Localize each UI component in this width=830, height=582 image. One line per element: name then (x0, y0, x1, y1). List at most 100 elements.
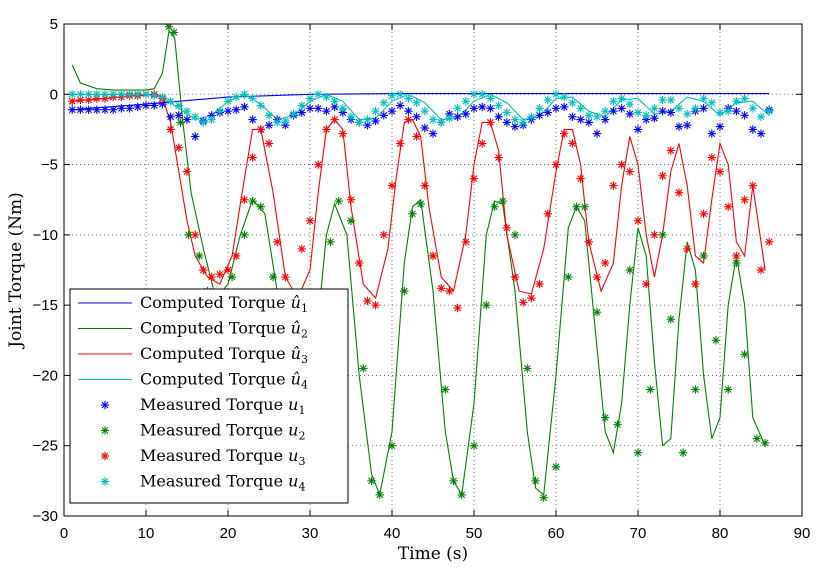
measured-torque-point (683, 109, 692, 119)
measured-torque-point (601, 258, 610, 268)
measured-torque-point (141, 101, 151, 110)
measured-torque-point (666, 108, 675, 117)
measured-torque-point (248, 196, 257, 206)
measured-torque-point (748, 181, 757, 190)
axes-frame (63, 23, 803, 517)
measured-torque-point (572, 202, 581, 211)
measured-torque-point (576, 104, 585, 113)
measured-torque-point (551, 104, 561, 113)
measured-torque-point (109, 105, 118, 114)
measured-torque-point (346, 195, 356, 204)
measured-torque-point (191, 112, 200, 121)
measured-torque-point (699, 251, 708, 261)
measured-torque-point (125, 104, 134, 113)
measured-torque-point (420, 181, 429, 190)
x-tick-label: 80 (712, 525, 729, 542)
measured-torque-point (166, 97, 175, 106)
measured-torque-point (683, 121, 692, 130)
measured-torque-point (601, 106, 610, 116)
measured-torque-point (625, 265, 634, 275)
measured-torque-point (412, 132, 421, 141)
measured-torque-point (707, 98, 716, 107)
measured-torque-point (338, 104, 347, 113)
y-tick-label: −5 (41, 157, 58, 174)
measured-torque-point (387, 181, 397, 190)
x-axis-label: Time (s) (398, 544, 468, 564)
measured-torque-point (478, 139, 487, 148)
measured-torque-point (92, 105, 101, 114)
measured-torque-point (732, 251, 741, 261)
measured-torque-point (150, 101, 159, 110)
measured-torque-point (223, 97, 233, 106)
measured-torque-point (601, 115, 610, 124)
legend-entry: Measured Torque u3 (100, 446, 305, 468)
measured-torque-point (363, 296, 372, 306)
measured-torque-point (371, 106, 380, 116)
measured-torque-point (715, 122, 725, 131)
measured-torque-point (334, 196, 343, 206)
x-tick-label: 40 (384, 525, 401, 542)
measured-torque-point (256, 125, 265, 134)
legend-entry: Measured Torque u4 (100, 472, 305, 494)
measured-torque-point (691, 279, 700, 289)
measured-torque-point (539, 493, 548, 502)
legend-label: Measured Torque u1 (140, 395, 305, 417)
measured-torque-point (322, 106, 331, 116)
measured-torque-point (100, 105, 110, 114)
measured-torque-point (469, 441, 479, 450)
measured-torque-point (387, 91, 397, 100)
measured-torque-point (683, 244, 692, 254)
measured-torque-point (486, 94, 495, 103)
measured-torque-point (158, 92, 167, 102)
measured-torque-point (732, 258, 741, 268)
measured-torque-point (691, 385, 700, 394)
measured-torque-point (461, 109, 470, 119)
legend-label: Measured Torque u3 (140, 446, 305, 468)
measured-torque-point (182, 106, 192, 116)
measured-torque-point (482, 300, 491, 310)
measured-torque-point (543, 209, 552, 218)
x-tick-label: 0 (60, 525, 68, 542)
measured-torque-point (498, 196, 507, 206)
measured-torque-point (297, 101, 306, 110)
measured-torque-point (68, 97, 77, 106)
legend-entry: Computed Torque û1 (78, 293, 308, 315)
measured-torque-point (560, 102, 569, 112)
measured-torque-point (535, 104, 544, 113)
measured-torque-point (658, 106, 667, 116)
measured-torque-point (207, 115, 216, 124)
measured-torque-point (396, 139, 405, 148)
measured-torque-point (191, 230, 200, 240)
measured-torque-point (215, 270, 224, 279)
measured-torque-point (494, 112, 503, 121)
measured-torque-point (461, 97, 470, 106)
measured-torque-point (449, 476, 458, 486)
measured-torque-point (314, 104, 323, 113)
measured-torque-point (748, 125, 757, 134)
y-tick-label: −20 (33, 367, 58, 384)
measured-torque-point (625, 167, 634, 176)
measured-torque-point (502, 118, 511, 127)
measured-torque-point (240, 102, 249, 112)
measured-torque-point (453, 303, 462, 313)
measured-torque-point (699, 209, 708, 218)
measured-torque-point (646, 385, 655, 394)
measured-torque-point (601, 413, 610, 422)
measured-torque-point (535, 111, 544, 120)
measured-torque-point (330, 97, 339, 106)
measured-torque-point (445, 286, 454, 296)
measured-torque-point (176, 118, 185, 127)
y-tick-label: −25 (33, 438, 58, 455)
computed-torque-line-3 (72, 93, 766, 300)
measured-torque-point (232, 105, 241, 114)
measured-torque-point (674, 188, 684, 197)
measured-torque-point (264, 121, 274, 130)
measured-torque-point (330, 115, 339, 124)
measured-torque-point (510, 230, 520, 240)
measured-torque-point (560, 92, 569, 102)
measured-torque-point (404, 106, 413, 116)
measured-torque-point (711, 336, 721, 345)
measured-torque-point (625, 99, 634, 109)
measured-torque-point (584, 111, 593, 120)
measured-torque-point (486, 104, 495, 113)
